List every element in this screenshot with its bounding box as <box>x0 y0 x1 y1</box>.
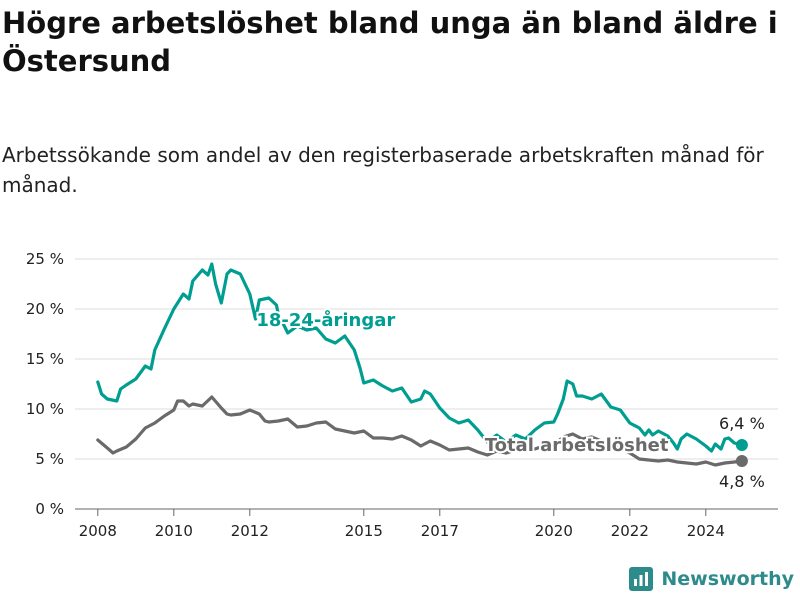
end-value-label-youth: 6,4 % <box>719 414 765 433</box>
grid-layer <box>75 258 778 460</box>
chart-subtitle: Arbetssökande som andel av den registerb… <box>2 143 764 197</box>
x-tick-label: 2024 <box>687 522 725 540</box>
y-tick-label: 5 % <box>35 450 64 468</box>
x-tick-label: 2020 <box>535 522 573 540</box>
x-tick-label: 2022 <box>611 522 649 540</box>
label-layer: 18-24-åringar Total arbetslöshet 6,4 % 4,8 … <box>254 307 765 491</box>
series-label-total: Total arbetslöshet <box>485 435 669 456</box>
x-tick-label: 2008 <box>79 522 117 540</box>
series-line-total <box>96 395 744 467</box>
series-layer <box>96 262 748 467</box>
x-tick-label: 2012 <box>231 522 269 540</box>
series-end-point-youth <box>735 439 748 451</box>
axis-layer: 0 % 5 % 10 % 15 % 20 % 25 % 2008 2010 2012 2015 20… <box>26 250 778 540</box>
newsworthy-logo: Newsworthy <box>629 564 794 594</box>
chart-title: Högre arbetslöshet bland unga än bland ä… <box>2 6 778 78</box>
y-tick-label: 20 % <box>26 300 64 318</box>
series-line-youth <box>96 262 744 453</box>
series-end-point-total <box>735 455 748 467</box>
x-tick-label: 2010 <box>155 522 193 540</box>
y-tick-label: 25 % <box>26 250 64 268</box>
end-value-label-total: 4,8 % <box>719 472 765 491</box>
series-label-youth: 18-24-åringar <box>256 309 395 331</box>
x-tick-label: 2017 <box>421 522 459 540</box>
x-tick-label: 2015 <box>345 522 383 540</box>
y-tick-label: 15 % <box>26 350 64 368</box>
brand-name: Newsworthy <box>661 568 794 590</box>
y-tick-label: 10 % <box>26 400 64 418</box>
bar-chart-icon <box>629 567 654 591</box>
y-tick-label: 0 % <box>35 500 64 518</box>
